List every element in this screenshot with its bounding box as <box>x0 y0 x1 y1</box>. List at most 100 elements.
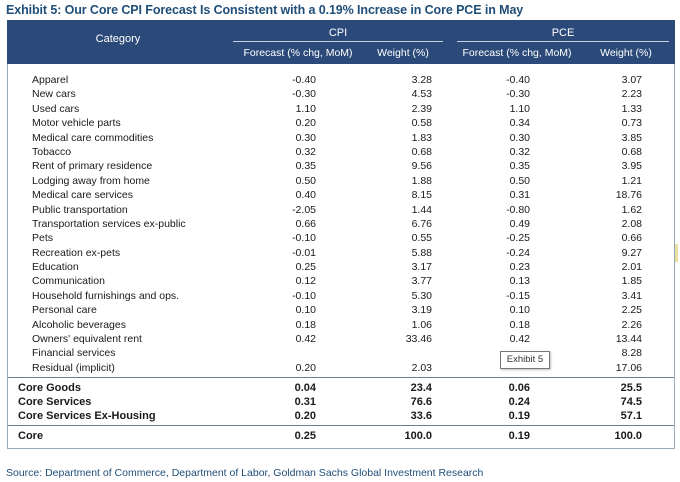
summary-category: Core Services Ex-Housing <box>18 410 156 422</box>
row-cpi-weight: 3.17 <box>411 261 432 274</box>
table-row: Rent of primary residence 0.35 9.56 0.35 3.9… <box>8 159 674 173</box>
summary-pce-weight: 74.5 <box>620 396 642 408</box>
row-pce-forecast: 0.13 <box>509 275 530 288</box>
row-pce-weight: 1.21 <box>621 174 642 187</box>
row-category: Rent of primary residence <box>32 160 153 173</box>
header-cpi-underline <box>233 41 443 42</box>
row-category: Education <box>32 261 79 274</box>
summary-cpi-weight: 76.6 <box>410 396 432 408</box>
source-note: Source: Department of Commerce, Departme… <box>6 467 484 479</box>
table-row: Recreation ex-pets -0.01 5.88 -0.24 9.27 <box>8 246 674 260</box>
row-pce-forecast: -0.30 <box>506 88 530 101</box>
summary-category: Core Goods <box>18 382 81 394</box>
row-cpi-forecast: 0.20 <box>295 361 316 374</box>
row-cpi-forecast: 0.50 <box>295 174 316 187</box>
total-separator <box>8 425 674 426</box>
row-cpi-weight: 3.19 <box>411 304 432 317</box>
summary-cpi-weight: 23.4 <box>410 382 432 394</box>
summary-cpi-forecast: 0.20 <box>294 410 316 422</box>
row-cpi-weight: 3.77 <box>411 275 432 288</box>
row-pce-forecast: 0.23 <box>509 261 530 274</box>
row-cpi-forecast: 0.30 <box>295 131 316 144</box>
row-cpi-weight: 0.55 <box>411 232 432 245</box>
row-cpi-forecast: 0.18 <box>295 318 316 331</box>
row-cpi-forecast: 0.32 <box>295 145 316 158</box>
row-pce-weight: 0.68 <box>621 145 642 158</box>
row-pce-weight: 1.33 <box>621 102 642 115</box>
header-cpi-forecast: Forecast (% chg, MoM) <box>243 47 353 59</box>
row-category: Motor vehicle parts <box>32 117 121 130</box>
row-category: Personal care <box>32 304 97 317</box>
summary-pce-forecast: 0.06 <box>508 382 530 394</box>
row-pce-weight: 9.27 <box>621 246 642 259</box>
table-row: Communication 0.12 3.77 0.13 1.85 <box>8 274 674 288</box>
table-row: Residual (implicit) 0.20 2.03 17.06 <box>8 361 674 375</box>
exhibit-title: Exhibit 5: Our Core CPI Forecast Is Cons… <box>6 3 524 17</box>
table-row: Owners' equivalent rent 0.42 33.46 0.42 13.4… <box>8 332 674 346</box>
row-pce-weight: 13.44 <box>615 333 642 346</box>
row-cpi-forecast: 0.20 <box>295 117 316 130</box>
header-pce-underline <box>457 41 669 42</box>
row-cpi-weight: 5.30 <box>411 289 432 302</box>
summary-separator <box>8 377 674 378</box>
row-category: Financial services <box>32 347 116 360</box>
row-pce-forecast: 1.10 <box>509 102 530 115</box>
summary-cpi-forecast: 0.31 <box>294 396 316 408</box>
row-category: Recreation ex-pets <box>32 246 121 259</box>
row-category: Owners' equivalent rent <box>32 333 142 346</box>
row-cpi-forecast: -2.05 <box>292 203 316 216</box>
total-category: Core <box>18 430 44 442</box>
row-cpi-forecast: -0.10 <box>292 289 316 302</box>
row-pce-forecast: 0.34 <box>509 117 530 130</box>
row-category: Tobacco <box>32 145 72 158</box>
total-pce-forecast: 0.19 <box>508 430 530 442</box>
row-category: Communication <box>32 275 105 288</box>
header-pce: PCE <box>551 27 575 39</box>
row-pce-forecast: -0.24 <box>506 246 530 259</box>
table-row: Financial services 8.28 <box>8 346 674 360</box>
row-pce-weight: 3.41 <box>621 289 642 302</box>
summary-row: Core Services Ex-Housing 0.20 33.6 0.19 … <box>8 409 674 423</box>
table-row: Education 0.25 3.17 0.23 2.01 <box>8 260 674 274</box>
row-pce-forecast: 0.32 <box>509 145 530 158</box>
row-pce-weight: 3.95 <box>621 160 642 173</box>
row-pce-weight: 0.66 <box>621 232 642 245</box>
row-pce-forecast: -0.25 <box>506 232 530 245</box>
row-cpi-weight: 33.46 <box>405 333 432 346</box>
row-category: Apparel <box>32 74 69 86</box>
table-row: Used cars 1.10 2.39 1.10 1.33 <box>8 102 674 116</box>
table-row: Medical care services 0.40 8.15 0.31 18.76 <box>8 188 674 202</box>
header-cpi-weight: Weight (%) <box>377 47 429 59</box>
row-pce-weight: 2.25 <box>621 304 642 317</box>
row-pce-forecast: 0.18 <box>509 318 530 331</box>
row-pce-weight: 1.62 <box>621 203 642 216</box>
row-pce-forecast: 0.10 <box>509 304 530 317</box>
row-cpi-weight: 3.28 <box>411 74 432 86</box>
row-cpi-weight: 2.39 <box>411 102 432 115</box>
header-pce-forecast: Forecast (% chg, MoM) <box>462 47 572 59</box>
table-row: Transportation services ex-public 0.66 6.7… <box>8 217 674 231</box>
row-pce-weight: 3.07 <box>621 74 642 86</box>
row-pce-weight: 2.26 <box>621 318 642 331</box>
total-row: Core 0.25 100.0 0.19 100.0 <box>8 429 674 443</box>
tooltip: Exhibit 5 <box>500 351 550 369</box>
summary-row: Core Services 0.31 76.6 0.24 74.5 <box>8 395 674 409</box>
row-cpi-weight: 1.83 <box>411 131 432 144</box>
summary-category: Core Services <box>18 396 92 408</box>
row-cpi-weight: 9.56 <box>411 160 432 173</box>
total-pce-weight: 100.0 <box>614 430 642 442</box>
row-cpi-forecast: -0.10 <box>292 232 316 245</box>
scroll-marker <box>675 244 678 262</box>
table-row: Alcoholic beverages 0.18 1.06 0.18 2.26 <box>8 318 674 332</box>
row-pce-weight: 0.73 <box>621 117 642 130</box>
row-cpi-forecast: 0.42 <box>295 333 316 346</box>
row-category: Public transportation <box>32 203 128 216</box>
row-cpi-forecast: -0.01 <box>292 246 316 259</box>
row-category: Pets <box>32 232 54 245</box>
header-category: Category <box>95 33 141 45</box>
row-pce-weight: 8.28 <box>621 347 642 360</box>
row-category: Used cars <box>32 102 80 115</box>
row-cpi-weight: 5.88 <box>411 246 432 259</box>
row-category: Household furnishings and ops. <box>32 289 180 302</box>
row-pce-weight: 2.01 <box>621 261 642 274</box>
